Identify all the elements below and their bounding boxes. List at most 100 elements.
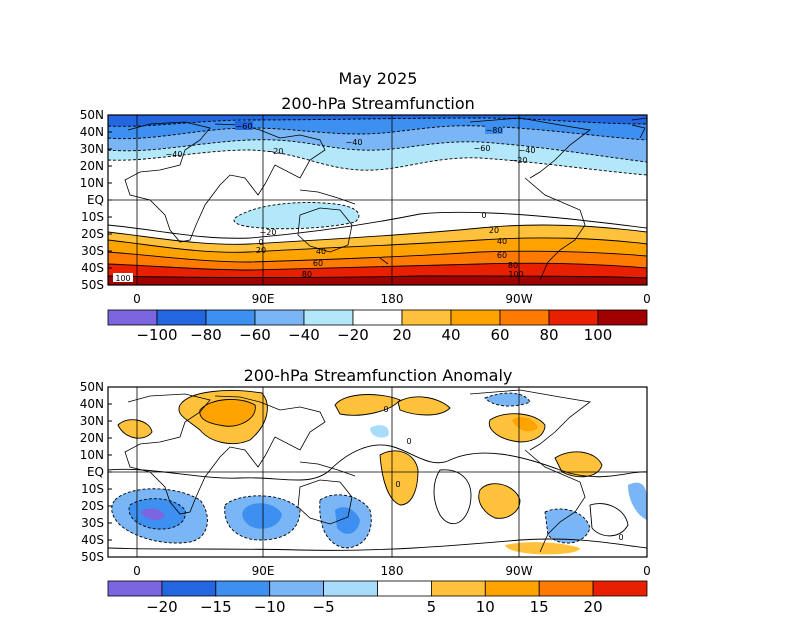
colorbar-swatch: [548, 309, 599, 326]
lon-tick-label: 180: [381, 292, 404, 306]
lon-tick-label: 0: [643, 564, 651, 578]
colorbar-label: 60: [490, 326, 509, 344]
colorbar-label: 5: [427, 598, 437, 616]
lon-tick-label: 90W: [505, 564, 532, 578]
lat-tick-label: 50S: [81, 278, 104, 292]
lon-tick-label: 90E: [252, 564, 275, 578]
contour-label: −40: [166, 150, 183, 159]
lon-tick-label: 180: [381, 564, 404, 578]
contour-label: −40: [346, 138, 363, 147]
lon-tick-label: 90E: [252, 292, 275, 306]
map-fill: −80 −60 −60 −40 −40 −40 −20 −20 −20 0 0 …: [108, 115, 647, 285]
colorbar-label: 20: [392, 326, 411, 344]
contour-labels: −80 −60 −60 −40 −40 −40 −20 −20 −20 0 0 …: [113, 121, 535, 283]
contour-label: 0: [481, 211, 486, 220]
lat-tick-label: 10S: [81, 482, 104, 496]
colorbar-swatch: [450, 309, 501, 326]
contour-label: 40: [316, 247, 326, 256]
colorbar-swatch: [401, 309, 452, 326]
colorbar-swatch: [597, 309, 648, 326]
lon-tick-label: 90W: [505, 292, 532, 306]
contour-label: 80: [302, 270, 312, 279]
colorbar-swatch: [303, 309, 354, 326]
colorbar-swatch: [205, 309, 256, 326]
contour-label: 0: [618, 533, 623, 542]
lat-axis: 50N 40N 30N 20N 10N EQ 10S 20S 30S 40S 50S: [80, 380, 112, 564]
contour-label: 20: [256, 246, 266, 255]
lat-tick-label: 30N: [80, 414, 104, 428]
contour-label: −20: [267, 147, 284, 156]
colorbar-label: 80: [539, 326, 558, 344]
contour-label: 60: [313, 259, 323, 268]
colorbar-swatch: [499, 309, 550, 326]
colorbar-label: −20: [146, 598, 178, 616]
lon-tick-label: 0: [133, 564, 141, 578]
lat-tick-label: 30S: [81, 516, 104, 530]
map-title: 200-hPa Streamfunction: [281, 94, 475, 113]
figure-title: May 2025: [339, 69, 418, 88]
colorbar-swatch: [352, 309, 403, 326]
colorbar-label: −5: [313, 598, 335, 616]
lat-tick-label: 20S: [81, 227, 104, 241]
lat-tick-label: 10N: [80, 448, 104, 462]
streamfunction-map: 200-hPa Streamfunction: [80, 94, 651, 344]
colorbar-swatch: [215, 580, 271, 597]
contour-label: −80: [486, 126, 503, 135]
contour-label: −20: [511, 156, 528, 165]
lon-tick-label: 0: [643, 292, 651, 306]
contour-label: 40: [497, 237, 507, 246]
contour-label: 0: [383, 405, 388, 414]
colorbar-swatch: [161, 580, 217, 597]
colorbar-label: 100: [584, 326, 613, 344]
lat-tick-label: 40S: [81, 261, 104, 275]
lat-tick-label: 40N: [80, 125, 104, 139]
lat-tick-label: 50S: [81, 550, 104, 564]
contour-label: −20: [260, 228, 277, 237]
colorbar-label: 20: [584, 598, 603, 616]
lat-tick-label: 20N: [80, 431, 104, 445]
colorbar-swatch: [484, 580, 540, 597]
lon-axis: 0 90E 180 90W 0: [133, 564, 651, 578]
colorbar-label: 15: [530, 598, 549, 616]
lon-axis: 0 90E 180 90W 0: [133, 292, 651, 306]
colorbar-label: −100: [136, 326, 177, 344]
map-title: 200-hPa Streamfunction Anomaly: [244, 366, 513, 385]
lat-tick-label: 50N: [80, 108, 104, 122]
colorbar-swatch: [377, 580, 432, 597]
lat-tick-label: EQ: [87, 465, 104, 479]
lat-tick-label: EQ: [87, 193, 104, 207]
lat-tick-label: 30N: [80, 142, 104, 156]
colorbar-swatch: [269, 580, 325, 597]
lat-tick-label: 20N: [80, 159, 104, 173]
contour-label: 60: [497, 251, 507, 260]
contour-label: 20: [489, 226, 499, 235]
colorbar-swatch: [156, 309, 207, 326]
colorbar-label: −10: [254, 598, 286, 616]
contour-label: 0: [258, 238, 263, 247]
colorbar-label: 40: [441, 326, 460, 344]
contour-label: 100: [508, 270, 523, 279]
colorbar-label: −15: [200, 598, 232, 616]
contour-label: 80: [508, 261, 518, 270]
colorbar-label: −40: [288, 326, 320, 344]
lat-tick-label: 10S: [81, 210, 104, 224]
contour-labels: 0 0 0 0: [383, 405, 623, 542]
map-fill: 0 0 0 0: [108, 387, 647, 557]
colorbar-swatch: [538, 580, 594, 597]
contour-label: 100: [115, 274, 130, 283]
lat-tick-label: 40S: [81, 533, 104, 547]
contour-label: −40: [519, 146, 536, 155]
lat-tick-label: 30S: [81, 244, 104, 258]
lat-tick-label: 10N: [80, 176, 104, 190]
contour-label: 0: [395, 480, 400, 489]
colorbar-label: −60: [239, 326, 271, 344]
colorbar-swatch: [107, 309, 158, 326]
contour-label: −60: [474, 144, 491, 153]
colorbar-swatch: [107, 580, 163, 597]
colorbar: −20 −15 −10 −5 5 10 15 20: [107, 580, 648, 616]
contour-label: −60: [236, 122, 253, 131]
lat-tick-label: 50N: [80, 380, 104, 394]
colorbar: −100 −80 −60 −40 −20 20 40 60 80 100: [107, 309, 648, 344]
anomaly-map: 200-hPa Streamfunction Anomaly: [80, 366, 651, 616]
